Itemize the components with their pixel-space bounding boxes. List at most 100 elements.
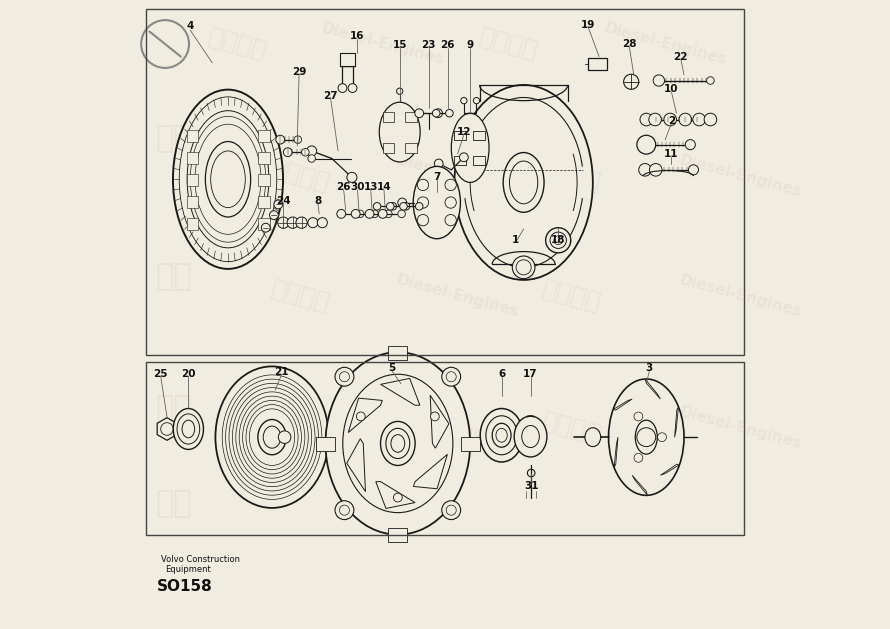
Text: 紫发动力: 紫发动力	[206, 25, 271, 64]
Circle shape	[431, 412, 440, 421]
Bar	[187, 152, 198, 164]
Text: 4: 4	[187, 21, 194, 31]
Circle shape	[639, 164, 651, 176]
Ellipse shape	[326, 352, 470, 535]
Polygon shape	[675, 407, 678, 437]
Circle shape	[692, 113, 706, 126]
Text: 21: 21	[274, 367, 288, 377]
Circle shape	[397, 88, 403, 94]
Circle shape	[378, 209, 387, 218]
Ellipse shape	[451, 113, 489, 182]
Circle shape	[365, 209, 374, 218]
Text: 9: 9	[466, 40, 473, 50]
Circle shape	[348, 84, 357, 92]
Text: 11: 11	[664, 149, 679, 159]
Bar	[316, 437, 335, 451]
Circle shape	[386, 203, 394, 210]
Circle shape	[302, 148, 309, 156]
Ellipse shape	[481, 409, 523, 462]
Bar	[461, 437, 480, 451]
Text: 10: 10	[664, 84, 679, 94]
Text: 17: 17	[523, 369, 538, 379]
Circle shape	[294, 136, 302, 143]
Circle shape	[270, 211, 279, 220]
Ellipse shape	[215, 366, 328, 508]
Circle shape	[398, 198, 407, 207]
Circle shape	[262, 223, 271, 232]
Ellipse shape	[635, 420, 658, 454]
Circle shape	[352, 209, 360, 218]
Circle shape	[689, 165, 699, 175]
Text: 15: 15	[392, 40, 407, 50]
Bar	[473, 156, 485, 165]
Circle shape	[307, 146, 317, 156]
Text: 动力: 动力	[156, 262, 192, 291]
Circle shape	[685, 140, 695, 150]
Text: SO158: SO158	[157, 579, 213, 594]
Circle shape	[318, 218, 328, 228]
Circle shape	[640, 113, 652, 126]
Text: 25: 25	[153, 369, 168, 379]
Circle shape	[283, 148, 292, 157]
Circle shape	[433, 109, 442, 118]
Text: 18: 18	[551, 235, 565, 245]
Circle shape	[704, 113, 716, 126]
Text: 24: 24	[276, 196, 291, 206]
Text: 28: 28	[622, 39, 636, 49]
Text: Volvo Construction: Volvo Construction	[161, 555, 239, 564]
Text: 2: 2	[668, 116, 675, 126]
Polygon shape	[347, 439, 366, 492]
Circle shape	[347, 172, 357, 182]
Circle shape	[279, 431, 291, 443]
Text: 紫发动力: 紫发动力	[269, 408, 333, 447]
Circle shape	[384, 210, 392, 218]
Ellipse shape	[174, 409, 204, 449]
Ellipse shape	[413, 166, 460, 238]
Bar	[388, 346, 408, 360]
Text: Equipment: Equipment	[166, 565, 211, 574]
Text: 23: 23	[421, 40, 436, 50]
Text: 22: 22	[674, 52, 688, 62]
Ellipse shape	[492, 423, 511, 447]
Text: 30: 30	[351, 182, 365, 192]
Circle shape	[653, 75, 665, 86]
Bar	[258, 196, 270, 208]
Circle shape	[274, 200, 283, 209]
Circle shape	[415, 109, 424, 118]
Bar	[258, 174, 270, 186]
Circle shape	[461, 97, 467, 104]
Circle shape	[276, 135, 285, 144]
Circle shape	[417, 197, 429, 208]
Text: Diesel-Engines: Diesel-Engines	[394, 152, 521, 200]
Bar	[187, 130, 198, 142]
Circle shape	[417, 179, 429, 191]
Ellipse shape	[258, 420, 287, 455]
Circle shape	[356, 412, 365, 421]
Text: Diesel-Engines: Diesel-Engines	[394, 272, 521, 320]
Text: 13: 13	[363, 182, 378, 192]
Text: 紫发动力: 紫发动力	[269, 157, 333, 196]
Ellipse shape	[455, 85, 593, 280]
Text: 12: 12	[457, 127, 471, 137]
Text: 1: 1	[512, 235, 519, 245]
Ellipse shape	[177, 414, 199, 444]
Circle shape	[433, 109, 440, 117]
Circle shape	[637, 135, 656, 154]
Polygon shape	[430, 395, 449, 448]
Text: 14: 14	[376, 182, 392, 192]
Text: 紫发动力: 紫发动力	[539, 157, 603, 196]
Text: 3: 3	[646, 363, 653, 373]
Circle shape	[445, 214, 457, 226]
Bar	[258, 152, 270, 164]
Bar	[187, 174, 198, 186]
Polygon shape	[376, 482, 415, 508]
Bar	[383, 143, 394, 153]
Bar	[455, 131, 465, 140]
Text: 动力: 动力	[156, 489, 192, 518]
Text: 26: 26	[336, 182, 351, 192]
Circle shape	[434, 159, 443, 168]
Text: 5: 5	[388, 363, 395, 373]
Circle shape	[445, 179, 457, 191]
Circle shape	[446, 109, 453, 117]
Text: 27: 27	[323, 91, 338, 101]
